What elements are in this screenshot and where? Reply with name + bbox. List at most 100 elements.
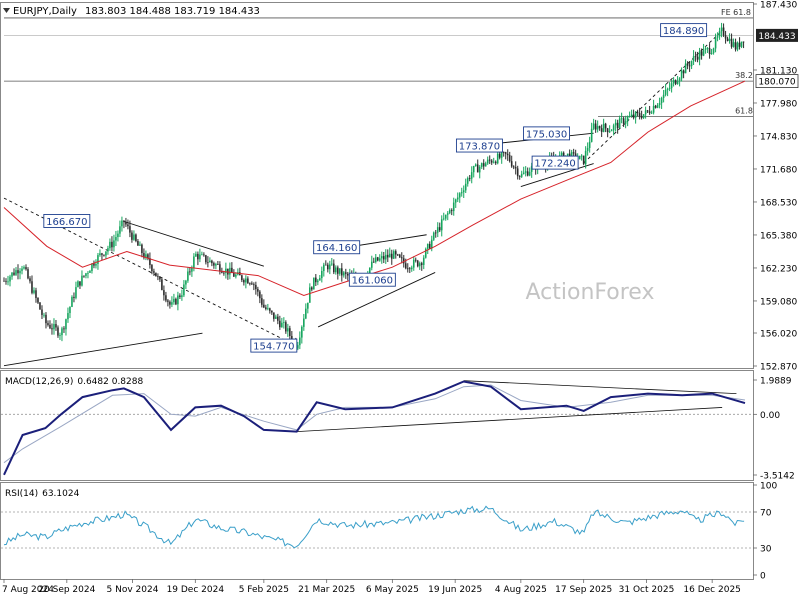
candle-body xyxy=(185,280,187,285)
candle-body xyxy=(468,178,471,179)
time-axis-label: 19 Dec 2024 xyxy=(167,585,225,595)
time-axis-label: 5 Nov 2024 xyxy=(107,585,159,595)
candle-body xyxy=(257,289,259,292)
macd-trendline-upper xyxy=(463,380,737,395)
candle-body xyxy=(480,163,483,167)
candle-body xyxy=(83,275,85,277)
candle-body xyxy=(233,273,235,277)
candle-body xyxy=(426,243,429,249)
candle-body xyxy=(21,268,23,271)
candle-body xyxy=(341,268,343,276)
candle-body xyxy=(39,302,41,310)
candle-body xyxy=(9,276,11,282)
candle-body xyxy=(139,244,141,246)
candle-body xyxy=(566,153,569,156)
candle-body xyxy=(740,41,743,47)
candle-body xyxy=(580,155,583,157)
candle-body xyxy=(123,220,125,223)
annotation-text: 161.060 xyxy=(352,276,393,287)
annotation-box xyxy=(313,240,361,255)
resistance-trendline-2024 xyxy=(123,221,264,267)
price-panel-frame xyxy=(0,2,754,369)
candle-body xyxy=(606,128,609,133)
candle-body xyxy=(636,112,639,114)
rsi-header: RSI(14) 63.1024 xyxy=(5,489,80,499)
candle-body xyxy=(404,263,407,269)
macd-title: MACD(12,26,9) xyxy=(5,377,73,387)
candle-body xyxy=(424,248,427,258)
candle-body xyxy=(674,80,677,84)
candle-body xyxy=(394,251,397,255)
price-axis-label: 168.530 xyxy=(760,198,797,208)
candle-body xyxy=(215,264,217,266)
candle-body xyxy=(41,309,43,315)
candle-body xyxy=(47,323,49,325)
candle-body xyxy=(263,304,265,308)
candle-body xyxy=(77,281,79,288)
candle-body xyxy=(179,295,181,297)
candle-body xyxy=(654,105,657,108)
rsi-title: RSI(14) xyxy=(5,489,38,499)
candle-body xyxy=(380,256,383,259)
candle-body xyxy=(281,322,283,328)
candle-body xyxy=(131,232,133,240)
ohlc-values: 183.803 184.488 183.719 184.433 xyxy=(85,6,260,17)
symbol-dropdown-icon[interactable] xyxy=(3,8,10,13)
candle-body xyxy=(664,89,667,95)
candle-body xyxy=(121,220,123,227)
candle-body xyxy=(79,281,81,286)
candle-body xyxy=(319,278,321,281)
macd-series-layer xyxy=(1,380,753,476)
candle-body xyxy=(261,298,263,305)
ma-value-tag-text: 180.070 xyxy=(758,78,795,88)
candle-body xyxy=(251,283,253,285)
rsi-panel-frame xyxy=(0,482,754,580)
candle-body xyxy=(614,122,617,126)
candle-body xyxy=(524,171,527,173)
candle-body xyxy=(159,276,161,280)
candle-body xyxy=(610,130,613,132)
candle-body xyxy=(59,335,61,336)
time-axis-label: 6 May 2025 xyxy=(366,585,419,595)
candle-body xyxy=(19,270,21,274)
time-axis-label: 19 Jun 2025 xyxy=(428,585,482,595)
candle-body xyxy=(708,48,711,55)
candle-body xyxy=(400,257,403,259)
candle-body xyxy=(724,35,727,39)
candle-body xyxy=(23,267,25,269)
macd-values: 0.6482 0.8288 xyxy=(77,377,143,387)
candle-body xyxy=(225,268,227,274)
candle-body xyxy=(742,41,745,43)
candle-body xyxy=(368,267,371,275)
fib-fe618-label: FE 61.8 xyxy=(721,8,751,17)
candle-body xyxy=(145,254,147,258)
candle-body xyxy=(191,267,193,272)
candle-body xyxy=(572,152,575,154)
candle-body xyxy=(115,237,117,241)
candle-body xyxy=(710,52,713,55)
candle-body xyxy=(107,248,109,252)
candle-body xyxy=(528,171,531,176)
annotation-text: 154.770 xyxy=(253,342,294,353)
price-axis-label: 162.230 xyxy=(760,264,797,274)
candle-body xyxy=(217,264,219,265)
candle-body xyxy=(670,83,673,89)
candle-body xyxy=(331,263,333,265)
candle-body xyxy=(502,152,505,153)
candle-body xyxy=(203,254,205,256)
candle-body xyxy=(450,210,453,212)
candle-body xyxy=(5,280,7,282)
candle-body xyxy=(61,328,63,336)
rsi-line xyxy=(3,505,745,549)
candle-body xyxy=(269,308,271,311)
candle-body xyxy=(486,159,489,164)
candle-body xyxy=(51,328,53,330)
candle-body xyxy=(452,202,455,212)
candle-body xyxy=(273,312,275,319)
candle-body xyxy=(167,300,169,302)
candle-body xyxy=(195,253,197,257)
annotation-text: 175.030 xyxy=(526,129,567,140)
annotation-172240: 172.240 xyxy=(531,155,579,170)
symbol-label: EURJPY xyxy=(13,6,49,17)
